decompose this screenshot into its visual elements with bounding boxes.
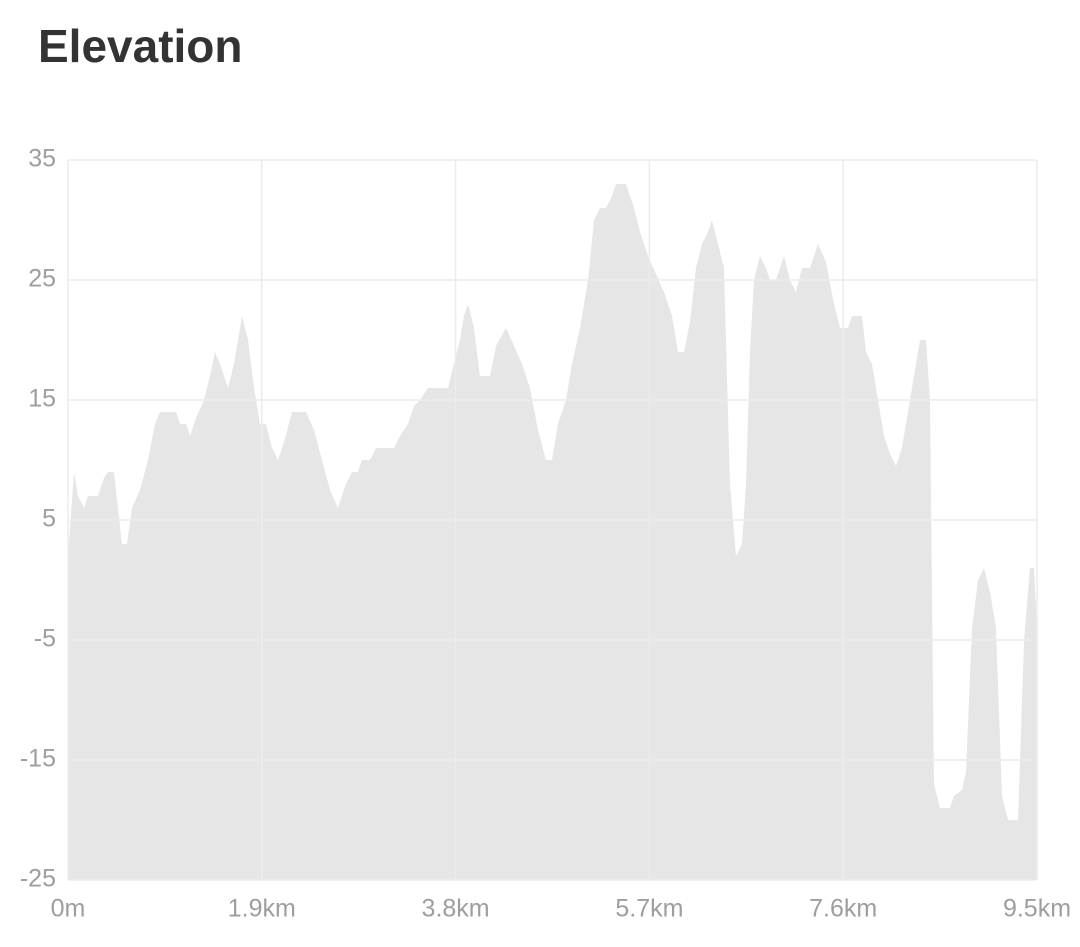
- y-tick-label: 35: [28, 145, 56, 173]
- x-tick-label: 3.8km: [422, 895, 490, 923]
- x-tick-label: 1.9km: [228, 895, 296, 923]
- x-tick-label: 0m: [51, 895, 86, 923]
- y-tick-label: 25: [28, 265, 56, 293]
- x-tick-label: 9.5km: [1003, 895, 1071, 923]
- y-tick-label: 5: [42, 505, 56, 533]
- y-tick-label: -15: [20, 745, 56, 773]
- chart-title: Elevation: [38, 20, 243, 72]
- y-tick-label: -5: [34, 625, 56, 653]
- y-tick-label: 15: [28, 385, 56, 413]
- x-tick-label: 7.6km: [809, 895, 877, 923]
- x-tick-label: 5.7km: [615, 895, 683, 923]
- elevation-area: [68, 184, 1037, 880]
- y-tick-label: -25: [20, 865, 56, 893]
